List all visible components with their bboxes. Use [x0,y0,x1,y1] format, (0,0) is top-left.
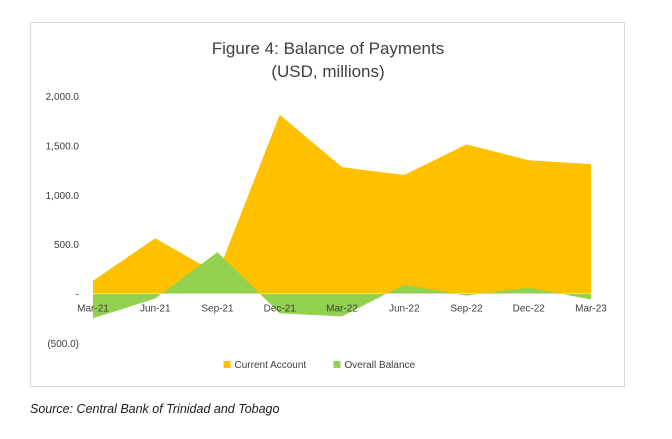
x-tick-label-sep-22: Sep-22 [450,304,483,315]
x-tick-label-dec-22: Dec-22 [513,304,546,315]
chart-subtitle: (USD, millions) [271,62,384,81]
x-tick-label-mar-21: Mar-21 [77,304,109,315]
chart-frame: Figure 4: Balance of Payments (USD, mill… [30,22,625,387]
y-tick-label: - [76,290,79,301]
plot-areas [93,114,591,319]
x-tick-label-sep-21: Sep-21 [201,304,234,315]
legend: Current Account Overall Balance [223,360,416,371]
y-tick-label: 1,500.0 [46,141,80,152]
y-tick-label: 1,000.0 [46,191,80,202]
legend-label-current-account: Current Account [235,360,307,371]
x-tick-label-dec-21: Dec-21 [264,304,297,315]
y-tick-label: 500.0 [54,240,79,251]
source-note: Source: Central Bank of Trinidad and Tob… [30,402,280,416]
legend-label-overall-balance: Overall Balance [345,360,416,371]
x-tick-label-jun-21: Jun-21 [140,304,171,315]
balance-of-payments-chart: Figure 4: Balance of Payments (USD, mill… [46,39,608,371]
y-tick-labels: 2,000.0 1,500.0 1,000.0 500.0 - (500.0) [46,92,80,350]
x-tick-label-mar-22: Mar-22 [326,304,358,315]
y-tick-label: (500.0) [47,339,79,350]
legend-swatch-current-account [223,361,231,368]
x-tick-label-mar-23: Mar-23 [575,304,607,315]
x-tick-label-jun-22: Jun-22 [389,304,420,315]
area-series-current-account [93,114,591,294]
area-series-overall-balance [93,252,591,319]
y-tick-label: 2,000.0 [46,92,80,103]
x-tick-labels: Mar-21 Jun-21 Sep-21 Dec-21 Mar-22 Jun-22 Sep-… [77,304,607,315]
chart-title: Figure 4: Balance of Payments [212,39,444,58]
legend-swatch-overall-balance [333,361,341,368]
